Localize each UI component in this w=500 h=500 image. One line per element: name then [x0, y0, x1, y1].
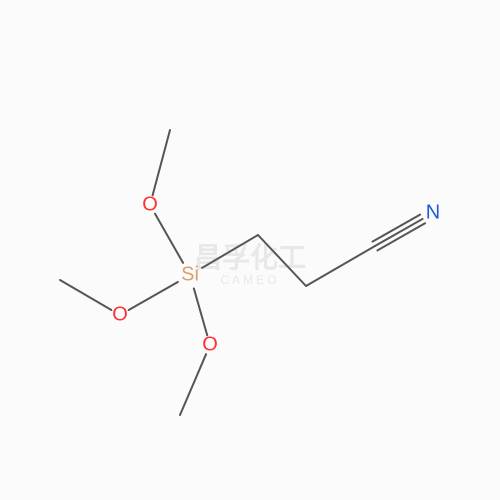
bond-layer [0, 0, 500, 500]
structure-canvas: SiOOON 昌孚化工 CAMEO [0, 0, 500, 500]
